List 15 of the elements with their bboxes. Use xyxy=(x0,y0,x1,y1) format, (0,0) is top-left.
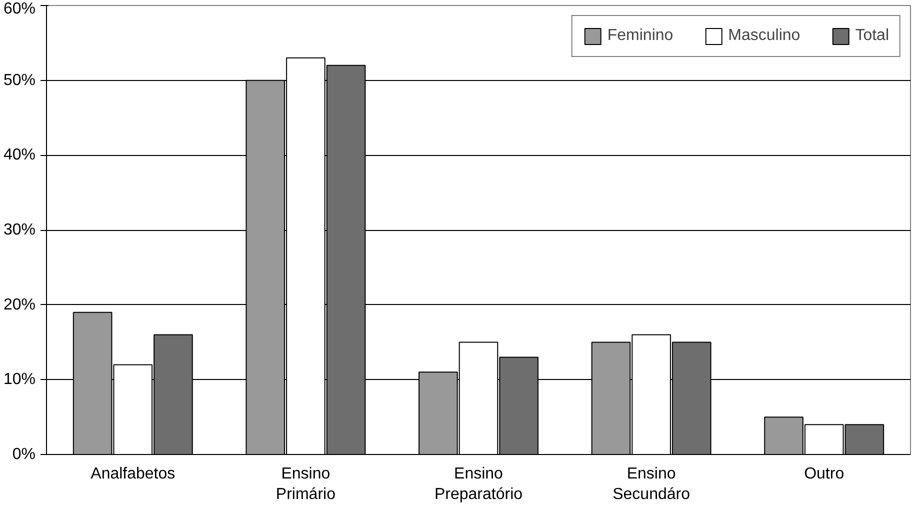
x-tick-label: Analfabetos xyxy=(90,466,176,482)
y-tick-label: 20% xyxy=(3,296,36,314)
legend-label: Feminino xyxy=(607,27,674,45)
x-tick-label: Outro xyxy=(804,466,844,482)
y-tick-label: 60% xyxy=(3,0,36,18)
y-tick-label: 40% xyxy=(3,146,36,164)
x-tick-label: Ensino Preparatório xyxy=(434,466,523,503)
y-tick-label: 10% xyxy=(3,371,36,388)
x-tick-label: Ensino Primário xyxy=(276,466,336,503)
legend-label: Total xyxy=(855,27,889,45)
y-tick-label: 30% xyxy=(3,222,36,238)
x-tick-label: Ensino Secundáro xyxy=(612,466,690,503)
legend-label: Masculino xyxy=(728,27,800,45)
y-tick-label: 50% xyxy=(3,72,36,89)
y-tick-label: 0% xyxy=(12,446,36,463)
